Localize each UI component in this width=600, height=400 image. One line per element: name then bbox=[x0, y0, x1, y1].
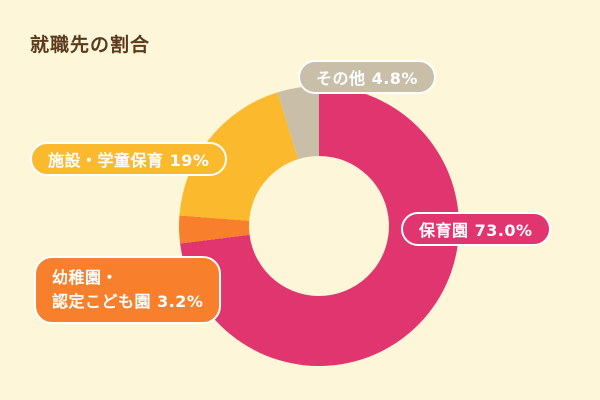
slice-1 bbox=[179, 215, 250, 244]
slice-0 bbox=[180, 86, 459, 366]
label-nursery: 保育園 73.0% bbox=[401, 212, 551, 246]
slice-2 bbox=[179, 92, 299, 221]
label-kindergarten: 幼稚園・ 認定こども園 3.2% bbox=[34, 256, 222, 324]
slice-3 bbox=[277, 86, 319, 160]
chart-title: 就職先の割合 bbox=[30, 34, 151, 56]
label-kindergarten-line1: 幼稚園・ bbox=[52, 268, 119, 287]
label-other: その他 4.8% bbox=[298, 60, 436, 94]
label-kindergarten-line2: 認定こども園 3.2% bbox=[52, 292, 204, 311]
label-facility: 施設・学童保育 19% bbox=[30, 142, 228, 176]
